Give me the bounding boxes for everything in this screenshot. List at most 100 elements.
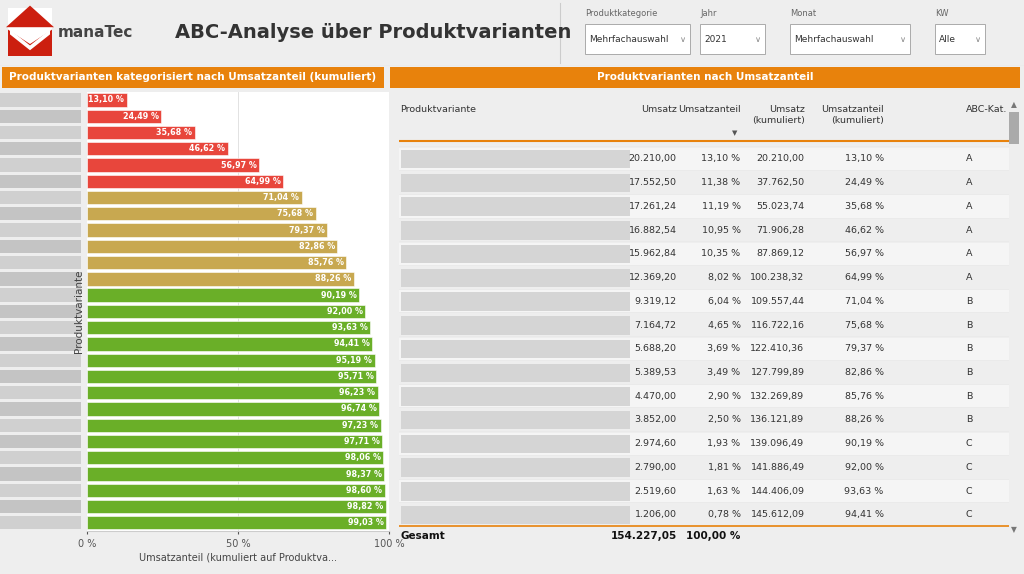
Bar [401, 174, 630, 192]
Text: 92,00 %: 92,00 % [327, 307, 362, 316]
Bar [0, 484, 81, 497]
Text: A: A [966, 249, 973, 258]
Text: Gesamt: Gesamt [400, 532, 445, 541]
Text: 139.096,49: 139.096,49 [751, 439, 805, 448]
Text: 94,41 %: 94,41 % [845, 510, 884, 519]
Text: B: B [966, 392, 973, 401]
Bar [87, 289, 359, 302]
Bar [401, 340, 630, 358]
Text: 122.410,36: 122.410,36 [751, 344, 805, 354]
Text: Umsatz: Umsatz [641, 105, 677, 114]
Text: B: B [966, 320, 973, 329]
Bar [0, 370, 81, 383]
Text: Umsatz
(kumuliert): Umsatz (kumuliert) [752, 105, 805, 125]
Text: 100.238,32: 100.238,32 [751, 273, 805, 282]
Text: 82,86 %: 82,86 % [845, 368, 884, 377]
Text: 71,04 %: 71,04 % [845, 297, 884, 306]
Text: 56,97 %: 56,97 % [221, 161, 257, 169]
Bar [87, 142, 228, 156]
Text: Produktvariante: Produktvariante [400, 105, 476, 114]
Bar [87, 240, 337, 253]
Text: 3.852,00: 3.852,00 [635, 416, 677, 425]
Text: 13,10 %: 13,10 % [88, 95, 124, 104]
Bar [0, 516, 81, 529]
Text: 46,62 %: 46,62 % [845, 226, 884, 235]
Text: 1,63 %: 1,63 % [708, 487, 740, 496]
FancyBboxPatch shape [585, 24, 690, 54]
Bar [87, 94, 127, 107]
Bar [87, 418, 381, 432]
Bar [401, 221, 630, 240]
Bar [401, 269, 630, 287]
Bar [0, 500, 81, 513]
Text: 98,37 %: 98,37 % [346, 470, 382, 479]
Text: 132.269,89: 132.269,89 [751, 392, 805, 401]
Bar [0, 272, 81, 285]
Bar [399, 433, 1009, 455]
Bar [399, 385, 1009, 408]
Polygon shape [8, 8, 52, 44]
Text: 11,38 %: 11,38 % [701, 178, 740, 187]
Text: 35,68 %: 35,68 % [157, 128, 193, 137]
Bar [0, 223, 81, 236]
Bar [87, 484, 385, 497]
Bar [87, 126, 195, 139]
Text: ∨: ∨ [900, 34, 906, 44]
Text: 13,10 %: 13,10 % [701, 154, 740, 164]
FancyBboxPatch shape [790, 24, 910, 54]
Text: 46,62 %: 46,62 % [189, 144, 225, 153]
Text: 2.974,60: 2.974,60 [635, 439, 677, 448]
Text: 2021: 2021 [705, 34, 727, 44]
Text: 2.519,60: 2.519,60 [635, 487, 677, 496]
Text: ABC-Analyse über Produktvarianten: ABC-Analyse über Produktvarianten [175, 22, 571, 41]
Bar [2, 67, 384, 88]
Text: 87.869,12: 87.869,12 [757, 249, 805, 258]
Bar [0, 435, 81, 448]
Polygon shape [6, 6, 54, 27]
Text: A: A [966, 154, 973, 164]
Text: 17.552,50: 17.552,50 [629, 178, 677, 187]
Text: 13,10 %: 13,10 % [845, 154, 884, 164]
Bar [0, 338, 81, 351]
Text: 15.962,84: 15.962,84 [629, 249, 677, 258]
Bar [0, 305, 81, 318]
Bar [401, 150, 630, 168]
Text: 20.210,00: 20.210,00 [757, 154, 805, 164]
Text: 88,26 %: 88,26 % [315, 274, 351, 284]
Bar [87, 110, 161, 123]
Text: 64,99 %: 64,99 % [845, 273, 884, 282]
Text: 75,68 %: 75,68 % [845, 320, 884, 329]
Bar [0, 142, 81, 156]
Text: 96,74 %: 96,74 % [341, 405, 377, 413]
Bar [87, 451, 383, 464]
Text: 127.799,89: 127.799,89 [751, 368, 805, 377]
Text: 3,69 %: 3,69 % [708, 344, 740, 354]
Text: 11,19 %: 11,19 % [701, 202, 740, 211]
Bar [0, 191, 81, 204]
Bar [401, 387, 630, 406]
Text: ▲: ▲ [1011, 100, 1017, 110]
Bar [0, 126, 81, 139]
X-axis label: Umsatzanteil (kumuliert auf Produktva...: Umsatzanteil (kumuliert auf Produktva... [139, 553, 337, 563]
Text: 75,68 %: 75,68 % [278, 210, 313, 218]
Bar [0, 321, 81, 334]
Bar [399, 480, 1009, 502]
Bar [8, 8, 52, 56]
Text: 71,04 %: 71,04 % [263, 193, 299, 202]
Text: 4.470,00: 4.470,00 [635, 392, 677, 401]
Polygon shape [10, 30, 50, 51]
Bar [87, 402, 379, 416]
Text: ABC-Kat.: ABC-Kat. [966, 105, 1008, 114]
Bar [0, 158, 81, 172]
Text: 1.206,00: 1.206,00 [635, 510, 677, 519]
Text: 9.319,12: 9.319,12 [635, 297, 677, 306]
Bar [0, 94, 81, 107]
FancyBboxPatch shape [700, 24, 765, 54]
Text: 24,49 %: 24,49 % [845, 178, 884, 187]
Bar [0, 467, 81, 480]
Bar [401, 506, 630, 525]
Text: 12.369,20: 12.369,20 [629, 273, 677, 282]
Text: 16.882,54: 16.882,54 [629, 226, 677, 235]
Text: A: A [966, 202, 973, 211]
Text: 154.227,05: 154.227,05 [610, 532, 677, 541]
